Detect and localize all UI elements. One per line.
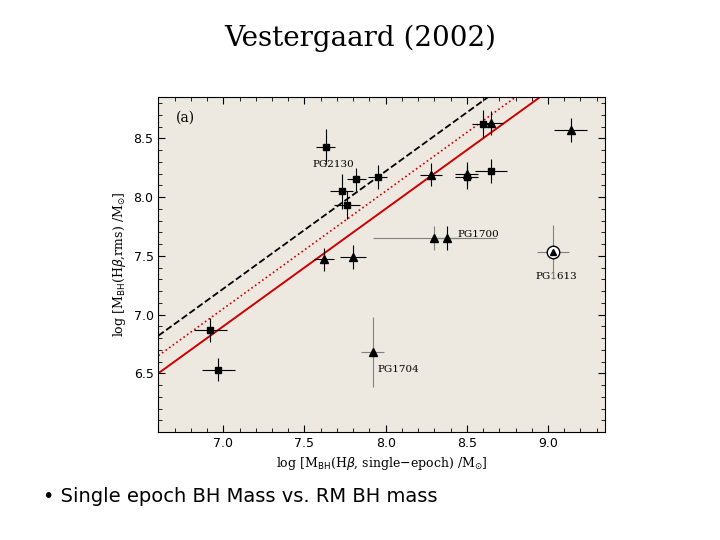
Text: Vestergaard (2002): Vestergaard (2002) <box>224 24 496 52</box>
Text: PG1700: PG1700 <box>457 230 499 239</box>
Text: PG1613: PG1613 <box>535 273 577 281</box>
Text: • Single epoch BH Mass vs. RM BH mass: • Single epoch BH Mass vs. RM BH mass <box>43 487 438 507</box>
Text: (a): (a) <box>176 111 195 125</box>
X-axis label: log [M$_{\rm BH}$(H$\beta$, single$-$epoch) /M$_{\odot}$]: log [M$_{\rm BH}$(H$\beta$, single$-$epo… <box>276 455 487 472</box>
Text: PG1704: PG1704 <box>377 365 419 374</box>
Text: PG2130: PG2130 <box>312 160 354 168</box>
Y-axis label: log [M$_{\rm BH}$(H$\beta$,rms) /M$_{\odot}$]: log [M$_{\rm BH}$(H$\beta$,rms) /M$_{\od… <box>111 192 128 338</box>
